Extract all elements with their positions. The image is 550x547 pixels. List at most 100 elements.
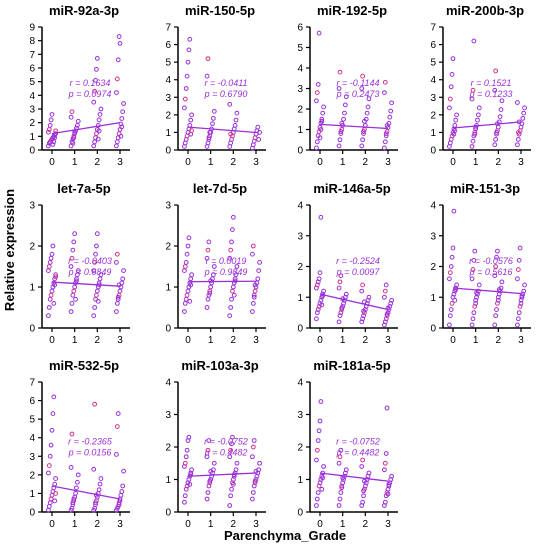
data-point [186, 47, 192, 53]
data-point [382, 90, 387, 95]
data-point [205, 490, 211, 495]
data-point [321, 464, 327, 469]
data-point [53, 491, 58, 496]
y-tick-label: 4 [29, 433, 35, 444]
data-point [121, 268, 126, 274]
data-point [362, 118, 367, 124]
data-point [91, 99, 97, 105]
p-value: p = 0.4482 [204, 447, 248, 457]
trend-line [187, 472, 257, 477]
data-point [492, 142, 498, 148]
data-point [384, 123, 390, 128]
data-point [336, 86, 342, 91]
data-point [361, 129, 366, 134]
x-tick-label: 2 [231, 335, 237, 346]
data-point [118, 121, 124, 127]
y-tick-label: 3 [297, 231, 303, 242]
data-point [447, 276, 452, 282]
p-value: p = 0.2473 [336, 89, 380, 99]
data-point [47, 453, 53, 459]
y-tick-label: 3 [29, 105, 35, 116]
x-tick-label: 2 [95, 157, 101, 168]
data-point [52, 498, 58, 504]
data-point [495, 297, 501, 303]
data-point [515, 267, 521, 272]
data-point [70, 292, 76, 298]
data-point [208, 284, 214, 290]
data-point [94, 66, 99, 72]
data-point [49, 288, 55, 294]
data-point [492, 87, 498, 93]
x-tick-label: 1 [340, 335, 346, 346]
data-point [317, 135, 323, 141]
data-point [182, 268, 187, 274]
data-point [448, 307, 454, 312]
x-tick-label: 0 [49, 335, 55, 346]
data-point [317, 270, 323, 276]
data-point [97, 276, 103, 282]
data-point [205, 296, 211, 302]
x-tick-label: 0 [49, 519, 55, 530]
p-value: p = 0.1233 [469, 89, 513, 99]
data-point [118, 492, 124, 498]
data-point [515, 130, 521, 135]
data-point [522, 105, 527, 111]
data-point [206, 438, 212, 443]
data-point [188, 117, 194, 123]
r-value: r = 0.1521 [471, 78, 512, 88]
data-point [46, 463, 52, 468]
data-point [186, 434, 192, 440]
data-point [321, 288, 327, 294]
data-point [233, 117, 239, 123]
r-value: r = -0.2365 [68, 436, 113, 446]
data-point [229, 486, 234, 492]
y-tick-label: 2 [297, 105, 303, 116]
x-tick-label: 0 [185, 519, 191, 530]
data-point [232, 123, 238, 128]
panel-title: miR-92a-3p [49, 3, 119, 18]
data-point [251, 438, 257, 443]
data-point [47, 296, 53, 302]
data-point [314, 496, 320, 502]
y-tick-label: 8 [29, 36, 35, 47]
data-point [234, 460, 240, 466]
y-tick-label: 2 [430, 262, 436, 273]
x-tick-label: 1 [340, 157, 346, 168]
data-point [210, 121, 215, 127]
y-tick-label: 3 [430, 93, 436, 104]
data-point [469, 322, 475, 328]
data-point [494, 254, 499, 260]
data-point [230, 288, 235, 294]
data-point [68, 114, 74, 120]
data-point [338, 490, 344, 495]
data-point [97, 112, 103, 117]
data-point [206, 135, 212, 141]
panel-title: miR-146a-5p [313, 181, 390, 196]
x-tick-label: 0 [317, 157, 323, 168]
data-point [449, 301, 455, 306]
data-point [92, 88, 98, 94]
trend-line [51, 122, 121, 135]
data-point [360, 457, 366, 463]
data-point [518, 301, 524, 306]
data-point [98, 106, 104, 112]
y-tick-label: 0 [297, 146, 303, 157]
x-tick-label: 3 [117, 519, 123, 530]
data-point [207, 130, 213, 135]
panel-title: let-7d-5p [193, 181, 247, 196]
p-value: p = 0.9849 [204, 267, 248, 277]
data-point [186, 235, 192, 241]
data-point [91, 313, 97, 319]
data-point [114, 309, 119, 315]
y-tick-label: 7 [165, 23, 171, 34]
r-value: r = -0.2524 [336, 256, 380, 266]
data-point [228, 131, 234, 137]
data-point [360, 499, 366, 505]
x-tick-label: 1 [72, 519, 78, 530]
data-point [227, 313, 233, 319]
data-point [389, 473, 395, 479]
data-point [447, 270, 453, 276]
data-point [452, 297, 458, 303]
panel-title: miR-181a-5p [313, 358, 390, 373]
data-point [53, 476, 58, 481]
